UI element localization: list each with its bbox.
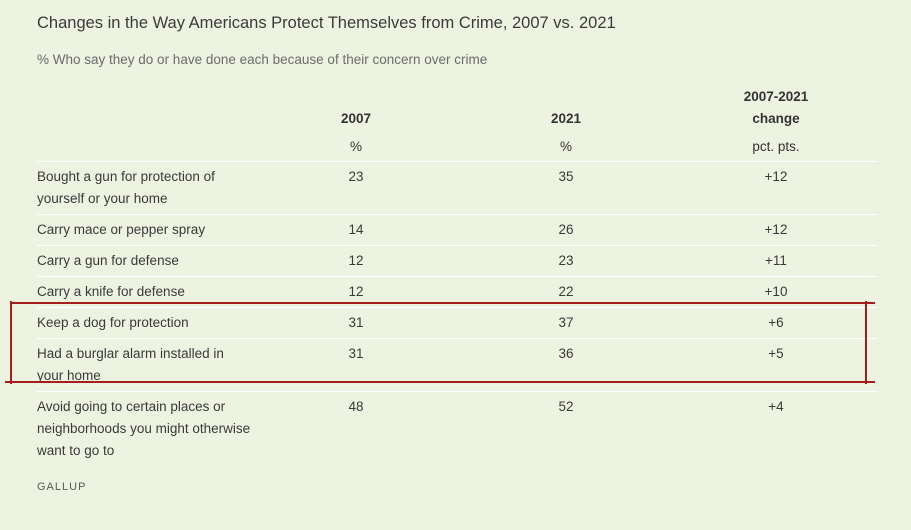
column-unit-2007: %	[349, 139, 362, 154]
row-label: Had a burglar alarm installed in your ho…	[37, 346, 224, 383]
column-unit-change: pct. pts.	[752, 139, 800, 154]
row-label: Keep a dog for protection	[37, 315, 189, 330]
page-subtitle: % Who say they do or have done each beca…	[37, 52, 488, 67]
row-label: Avoid going to certain places or neighbo…	[37, 399, 251, 458]
column-header-change-line1: 2007-2021	[743, 89, 809, 104]
value-2021: 52	[558, 399, 574, 414]
row-label: Carry a knife for defense	[37, 284, 185, 299]
value-2007: 12	[348, 284, 364, 299]
value-2021: 22	[558, 284, 574, 299]
value-2007: 12	[348, 253, 364, 268]
value-2021: 23	[558, 253, 574, 268]
table-row-highlighted: Keep a dog for protection 31 37 +6	[37, 308, 878, 339]
column-header-2007: 2007	[340, 111, 372, 126]
page-title: Changes in the Way Americans Protect The…	[37, 14, 616, 32]
value-2021: 26	[558, 222, 574, 237]
value-change: +12	[764, 169, 788, 184]
value-change: +12	[764, 222, 788, 237]
table-row: Carry a knife for defense 12 22 +10	[37, 277, 878, 308]
source-label: GALLUP	[37, 481, 87, 493]
value-2021: 37	[558, 315, 574, 330]
value-change: +6	[768, 315, 784, 330]
column-header-change: 2007-2021 change	[716, 86, 836, 130]
value-2007: 23	[348, 169, 364, 184]
table-row: Avoid going to certain places or neighbo…	[37, 392, 878, 466]
table-row: Carry mace or pepper spray 14 26 +12	[37, 215, 878, 246]
value-2007: 31	[348, 346, 364, 361]
column-header-change-line2: change	[752, 111, 800, 126]
value-2007: 48	[348, 399, 364, 414]
data-table: Bought a gun for protection of yourself …	[37, 161, 878, 466]
row-label: Bought a gun for protection of yourself …	[37, 169, 215, 206]
row-label: Carry a gun for defense	[37, 253, 179, 268]
value-2007: 31	[348, 315, 364, 330]
column-unit-2021: %	[559, 139, 572, 154]
table-row-highlighted: Had a burglar alarm installed in your ho…	[37, 339, 878, 392]
column-header-2021: 2021	[550, 111, 582, 126]
value-2021: 35	[558, 169, 574, 184]
value-change: +10	[764, 284, 788, 299]
value-change: +11	[765, 253, 787, 268]
value-2007: 14	[348, 222, 364, 237]
value-change: +5	[768, 346, 784, 361]
table-row: Bought a gun for protection of yourself …	[37, 162, 878, 215]
value-change: +4	[768, 399, 784, 414]
row-label: Carry mace or pepper spray	[37, 222, 206, 237]
table-row: Carry a gun for defense 12 23 +11	[37, 246, 878, 277]
value-2021: 36	[558, 346, 574, 361]
